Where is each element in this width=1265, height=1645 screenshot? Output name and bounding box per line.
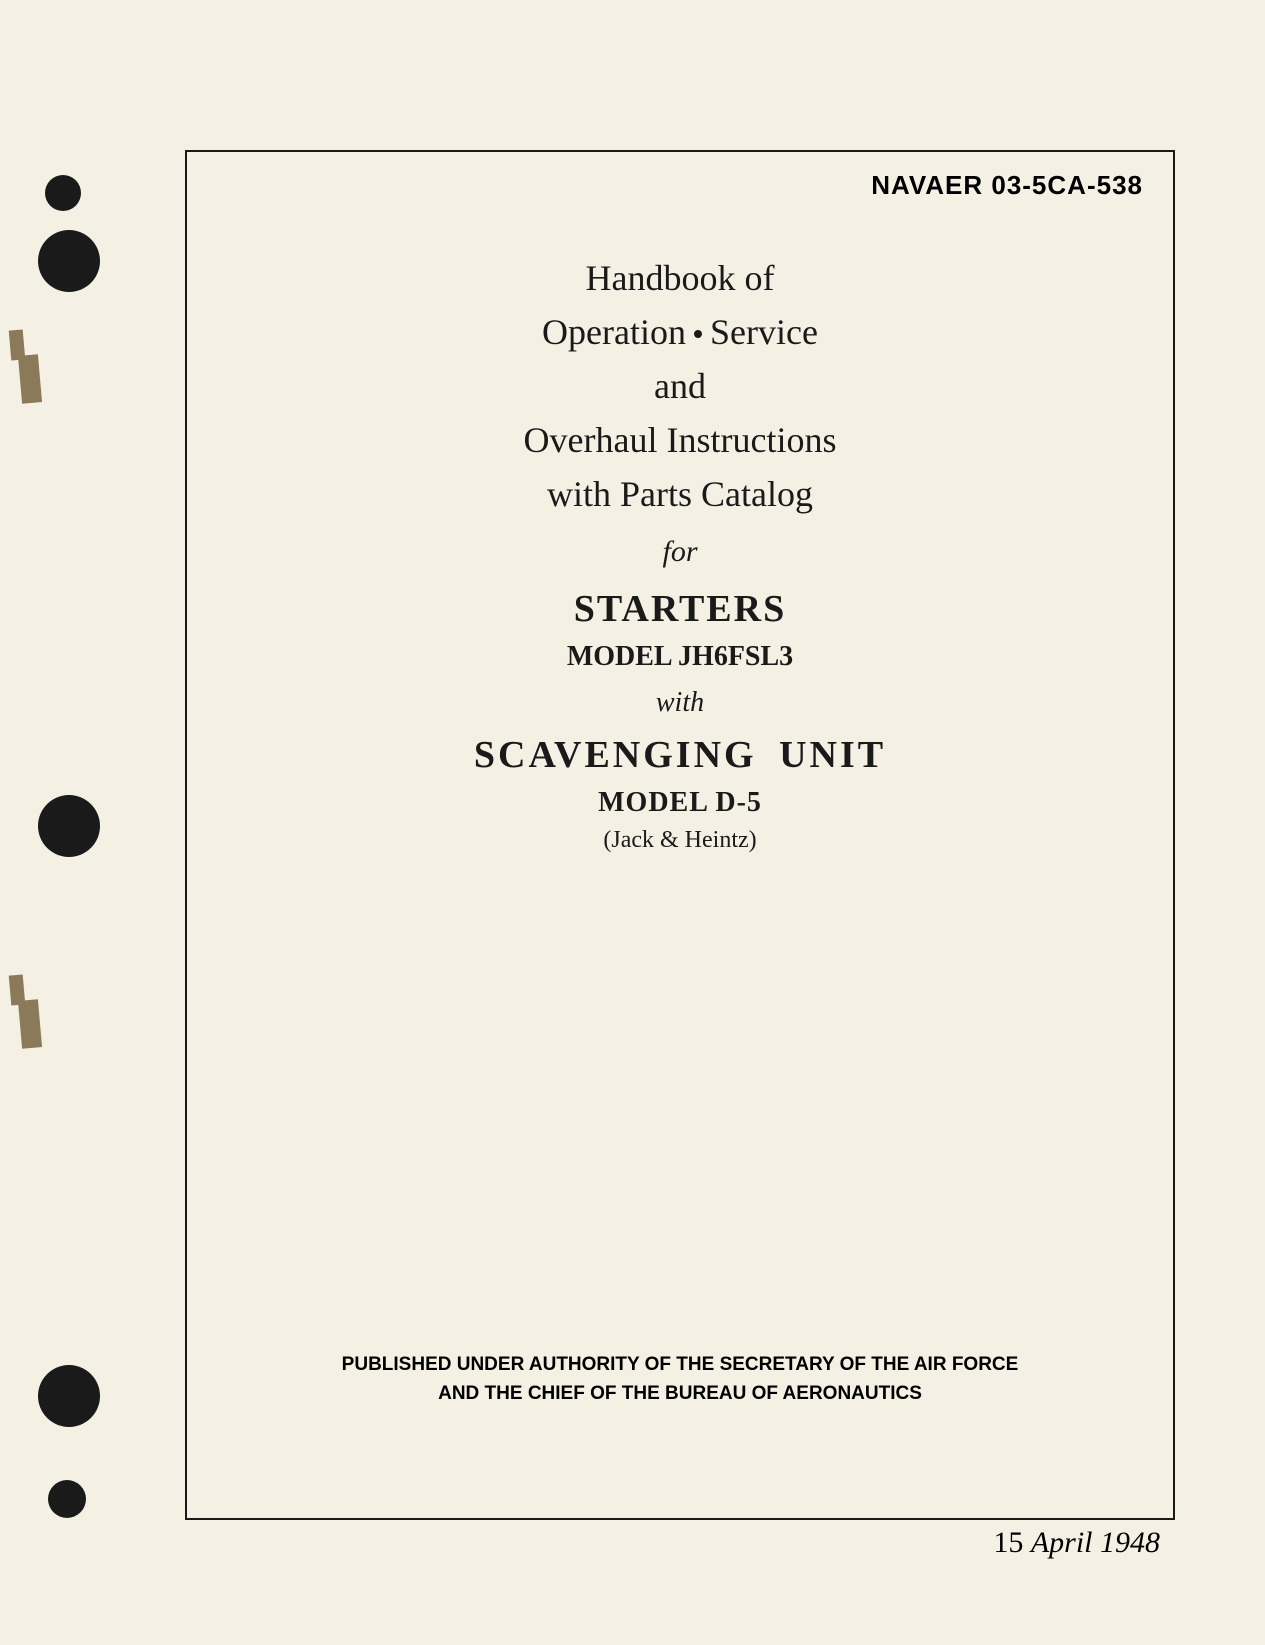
subject-starters: STARTERS bbox=[187, 587, 1173, 631]
manufacturer: (Jack & Heintz) bbox=[187, 827, 1173, 854]
publisher-block: PUBLISHED UNDER AUTHORITY OF THE SECRETA… bbox=[187, 1351, 1173, 1408]
title-line-2: Operation Service bbox=[187, 311, 1173, 353]
model-1: MODEL JH6FSL3 bbox=[187, 641, 1173, 673]
title-line-1: Handbook of bbox=[187, 257, 1173, 299]
binder-hole bbox=[45, 175, 81, 211]
title-operation: Operation bbox=[542, 312, 686, 352]
document-page: NAVAER 03-5CA-538 Handbook of Operation S… bbox=[0, 0, 1265, 1645]
for-word: for bbox=[187, 535, 1173, 569]
tear-mark bbox=[18, 354, 42, 404]
publication-date: 15 April 1948 bbox=[993, 1526, 1160, 1560]
title-block: Handbook of Operation Service and Overhau… bbox=[187, 257, 1173, 864]
title-line-4: Overhaul Instructions bbox=[187, 419, 1173, 461]
binder-hole bbox=[38, 795, 100, 857]
model-2: MODEL D-5 bbox=[187, 787, 1173, 819]
date-month-year: April 1948 bbox=[1031, 1526, 1160, 1559]
title-line-3: and bbox=[187, 365, 1173, 407]
tear-mark bbox=[18, 999, 42, 1049]
publisher-line-2: AND THE CHIEF OF THE BUREAU OF AERONAUTI… bbox=[187, 1380, 1173, 1409]
title-line-5: with Parts Catalog bbox=[187, 473, 1173, 515]
subject-scavenging: SCAVENGING UNIT bbox=[187, 733, 1173, 777]
binder-hole bbox=[38, 1365, 100, 1427]
content-border: NAVAER 03-5CA-538 Handbook of Operation S… bbox=[185, 150, 1175, 1520]
binder-hole bbox=[38, 230, 100, 292]
bullet-separator-icon bbox=[694, 330, 702, 338]
publisher-line-1: PUBLISHED UNDER AUTHORITY OF THE SECRETA… bbox=[187, 1351, 1173, 1380]
title-service: Service bbox=[710, 312, 818, 352]
date-day: 15 bbox=[993, 1526, 1031, 1559]
document-number: NAVAER 03-5CA-538 bbox=[871, 170, 1143, 201]
binder-hole bbox=[48, 1480, 86, 1518]
with-word: with bbox=[187, 687, 1173, 719]
